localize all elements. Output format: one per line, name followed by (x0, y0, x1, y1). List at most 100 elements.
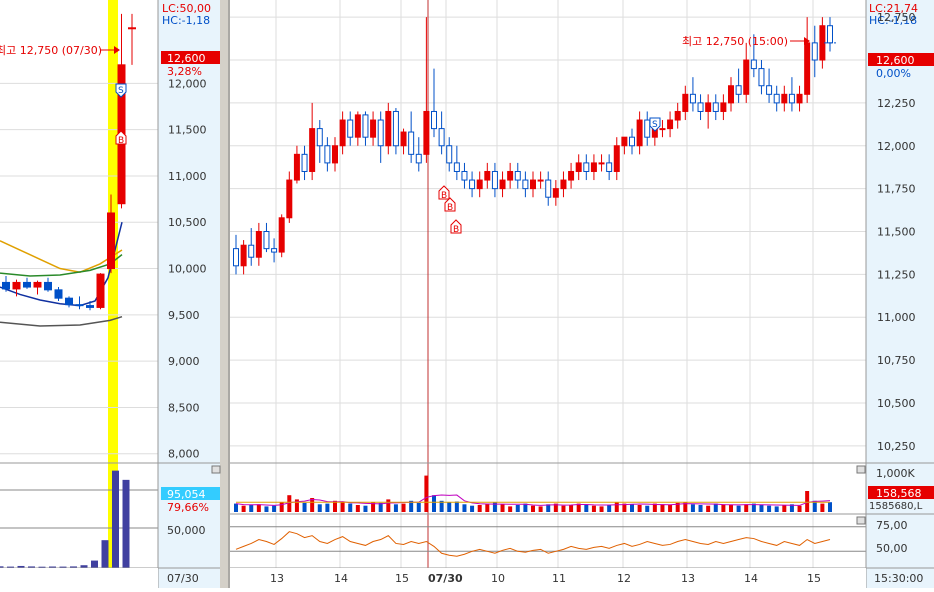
intraday-candles (233, 17, 836, 275)
intraday-candle (781, 85, 788, 112)
intraday-volume-bar (249, 505, 254, 512)
intraday-candle (377, 111, 384, 163)
intraday-y-tick: 11,500 (877, 226, 916, 239)
intraday-candle (392, 108, 399, 155)
intraday-candle (507, 162, 514, 189)
intraday-candle (758, 60, 765, 95)
daily-volume-bar (112, 470, 119, 568)
intraday-volume-bar (675, 502, 680, 512)
intraday-candle (621, 136, 628, 155)
intraday-volume-bar (470, 505, 475, 512)
daily-grid (0, 82, 158, 455)
daily-sell-marker-label: S (118, 86, 124, 96)
intraday-volume-bar (462, 504, 467, 512)
intraday-volume-bar (774, 506, 779, 512)
daily-panel-minimize[interactable] (211, 465, 221, 474)
intraday-volume-bar (622, 503, 627, 512)
intraday-volume-bar (591, 505, 596, 512)
intraday-candle (263, 222, 270, 253)
intraday-candle (697, 94, 704, 121)
intraday-x-label: 14 (744, 572, 758, 585)
intraday-candle (545, 171, 552, 206)
intraday-candle (598, 154, 605, 172)
intraday-volume-bar (713, 503, 718, 512)
intraday-y-tick: 11,000 (877, 311, 916, 324)
intraday-buy-marker-label: B (441, 191, 447, 201)
intraday-candle (484, 162, 491, 189)
intraday-plot-area[interactable] (230, 0, 866, 568)
daily-candle (75, 296, 84, 310)
daily-candle (96, 273, 105, 310)
intraday-volume-bar (531, 505, 535, 512)
intraday-x-label: 14 (334, 572, 348, 585)
daily-volume-bar (49, 566, 56, 568)
intraday-volume-bar (310, 498, 315, 512)
intraday-candle (491, 162, 498, 198)
intraday-y-tick: 10,750 (877, 354, 916, 367)
intraday-volume-bar (614, 502, 619, 512)
intraday-candle (735, 68, 742, 103)
daily-volume-pct: 79,66% (167, 501, 209, 514)
daily-ma-yellow (0, 240, 123, 274)
intraday-x-label: 07/30 (428, 572, 463, 585)
intraday-price-badge (868, 53, 934, 66)
daily-y-tick: 10,500 (168, 216, 207, 229)
intraday-rsi-collapse-button[interactable] (856, 516, 866, 525)
intraday-volume-bar (576, 503, 581, 512)
intraday-volume-bar (683, 502, 688, 512)
intraday-candle (271, 238, 278, 263)
intraday-candle (629, 128, 635, 155)
daily-candle (54, 287, 63, 301)
intraday-candle (324, 137, 331, 172)
daily-candle (44, 277, 52, 292)
intraday-volume-bar (736, 505, 741, 512)
intraday-volume-bar (759, 505, 764, 512)
intraday-candle (476, 171, 483, 198)
intraday-candle (575, 154, 582, 181)
intraday-lc-label: LC:21,74 (869, 2, 918, 15)
daily-y-tick: 10,000 (168, 263, 207, 276)
daily-y-tick: 12,000 (168, 77, 207, 90)
intraday-volume-bar (652, 503, 657, 512)
daily-volume-bar (38, 566, 46, 568)
intraday-buy-marker-label: B (447, 203, 453, 213)
intraday-x-label: 15 (395, 572, 409, 585)
daily-ma-gray (0, 315, 123, 327)
intraday-volume-bar (523, 503, 528, 512)
intraday-volume-bar (789, 504, 794, 512)
intraday-volume-bar (302, 502, 307, 512)
intraday-x-label: 13 (270, 572, 284, 585)
intraday-volume-bar (279, 502, 284, 512)
intraday-buy-marker: B (444, 197, 456, 213)
intraday-hc-label: HC:-1,18 (869, 14, 917, 27)
intraday-volume-collapse-button[interactable] (856, 465, 866, 474)
intraday-candle (354, 111, 361, 146)
intraday-high-annotation: 최고 12,750 (15:00) (682, 35, 788, 48)
intraday-xaxis (230, 568, 866, 588)
intraday-volume-bar (234, 503, 238, 512)
intraday-volume-bar (820, 503, 825, 512)
intraday-volume-bar (348, 503, 353, 512)
intraday-time-label: 15:30:00 (874, 572, 923, 585)
intraday-candle (811, 25, 818, 78)
daily-volume-tick: 50,000 (167, 524, 206, 537)
intraday-candle (728, 77, 734, 112)
panel-splitter[interactable] (220, 0, 230, 588)
daily-candle (107, 194, 115, 274)
intraday-price-badge-text: 12,600 (876, 54, 915, 67)
intraday-candle (316, 120, 323, 163)
daily-sell-marker: S (115, 83, 127, 98)
intraday-candle (370, 111, 377, 146)
intraday-candle (773, 85, 780, 112)
intraday-volume-bar (416, 502, 421, 512)
intraday-candle (613, 137, 620, 181)
intraday-candle (606, 154, 613, 181)
intraday-volume-bar (272, 505, 277, 512)
intraday-rsi-tick-50: 50,00 (876, 542, 908, 555)
daily-volume-bars (0, 470, 158, 568)
daily-volume-bar (7, 566, 14, 568)
intraday-candle (560, 171, 567, 198)
intraday-candle (332, 137, 338, 172)
intraday-candle (766, 68, 773, 103)
